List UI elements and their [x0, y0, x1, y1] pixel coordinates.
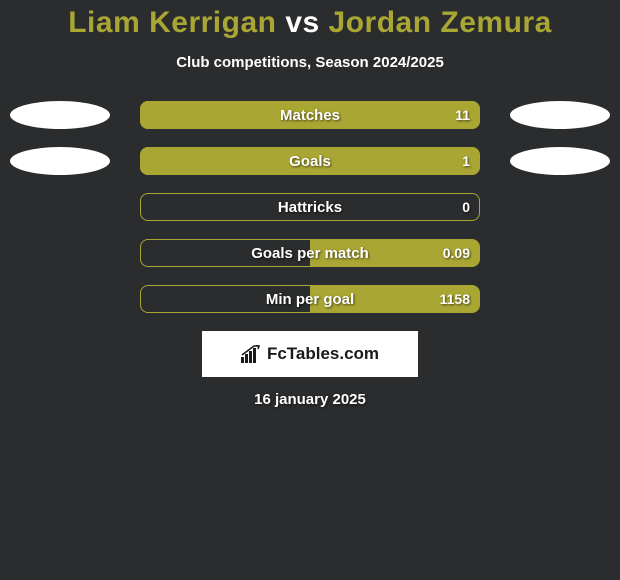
- bar-outline-left: [140, 285, 310, 313]
- comparison-card: Liam Kerrigan vs Jordan Zemura Club comp…: [0, 0, 620, 408]
- stat-row: Goals per match0.09: [0, 239, 620, 267]
- player2-blob: [510, 147, 610, 175]
- stat-row: Goals1: [0, 147, 620, 175]
- player2-blob: [510, 101, 610, 129]
- player1-blob: [10, 147, 110, 175]
- bar-outline-left: [140, 239, 310, 267]
- stat-rows: Matches11 Goals1 Hattricks0 Goals per match…: [0, 101, 620, 313]
- vs-text: vs: [285, 6, 319, 39]
- stat-row: Min per goal1158: [0, 285, 620, 313]
- bar-fill: [140, 101, 480, 129]
- stat-bar: Matches11: [140, 101, 480, 129]
- date-text: 16 january 2025: [0, 391, 620, 408]
- bar-fill: [310, 285, 480, 313]
- bar-fill: [310, 239, 480, 267]
- stat-row: Matches11: [0, 101, 620, 129]
- stat-bar: Hattricks0: [140, 193, 480, 221]
- brand-text: FcTables.com: [267, 344, 379, 364]
- subtitle: Club competitions, Season 2024/2025: [0, 54, 620, 71]
- brand-badge[interactable]: FcTables.com: [202, 331, 418, 377]
- bar-fill: [140, 147, 480, 175]
- player1-blob: [10, 101, 110, 129]
- stat-bar: Min per goal1158: [140, 285, 480, 313]
- page-title: Liam Kerrigan vs Jordan Zemura: [0, 6, 620, 40]
- stat-row: Hattricks0: [0, 193, 620, 221]
- chart-icon: [241, 345, 261, 363]
- player2-name: Jordan Zemura: [329, 6, 552, 39]
- stat-bar: Goals1: [140, 147, 480, 175]
- player1-name: Liam Kerrigan: [68, 6, 276, 39]
- stat-bar: Goals per match0.09: [140, 239, 480, 267]
- bar-outline: [140, 193, 480, 221]
